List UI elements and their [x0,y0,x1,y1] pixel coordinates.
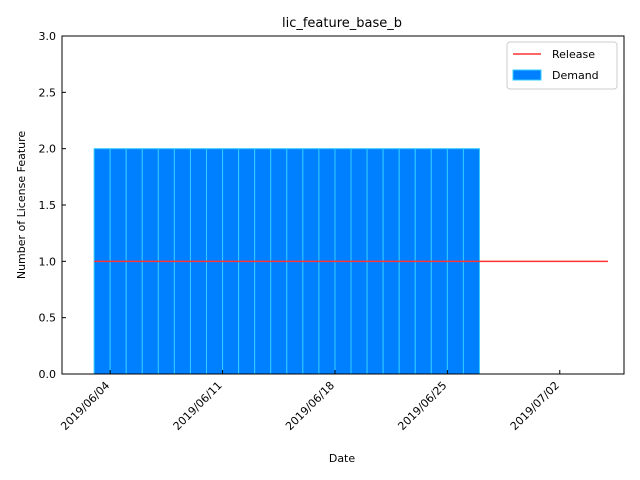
legend-demand-label: Demand [552,69,599,82]
y-tick-label: 0.5 [39,312,57,325]
y-tick-label: 2.5 [39,86,57,99]
y-axis-label: Number of License Feature [15,131,28,280]
y-tick-label: 2.0 [39,143,57,156]
x-axis-label: Date [329,452,356,465]
x-tick-label: 2019/06/18 [283,379,337,433]
y-tick-label: 1.5 [39,199,57,212]
y-tick-label: 1.0 [39,255,57,268]
x-tick-label: 2019/06/25 [395,379,449,433]
x-tick-label: 2019/06/11 [171,379,225,433]
legend-demand-swatch [512,69,542,81]
x-tick-label: 2019/06/04 [58,379,112,433]
x-tick-label: 2019/07/02 [508,379,562,433]
legend-release-label: Release [552,48,595,61]
legend: Release Demand [506,41,618,90]
y-tick-label: 0.0 [39,368,57,381]
chart-title: lic_feature_base_b [282,16,402,31]
x-axis: 2019/06/04 2019/06/11 2019/06/18 2019/06/25… [58,370,562,433]
y-tick-label: 3.0 [39,30,57,43]
y-axis: 0.0 0.5 1.0 1.5 2.0 2.5 3.0 [39,30,66,381]
